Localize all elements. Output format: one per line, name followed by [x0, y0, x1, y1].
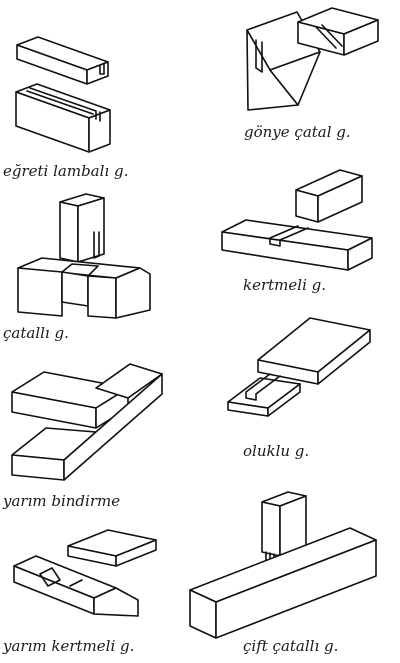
caption-catalli: çatallı g. — [3, 324, 69, 342]
caption-kertmeli: kertmeli g. — [243, 276, 326, 294]
catalli-drawing — [17, 193, 151, 319]
caption-cift-catalli: çift çatallı g. — [243, 637, 339, 655]
yarim-bindirme-drawing — [11, 363, 163, 481]
caption-gonye-catal: gönye çatal g. — [244, 123, 351, 141]
caption-yarim-kertmeli: yarım kertmeli g. — [3, 637, 135, 655]
egreti-lambali-drawing — [15, 36, 111, 153]
caption-oluklu: oluklu g. — [243, 442, 310, 460]
oluklu-drawing — [227, 317, 371, 417]
yarim-kertmeli-drawing — [13, 529, 157, 617]
cift-catalli-drawing — [189, 491, 377, 639]
kertmeli-drawing — [221, 169, 373, 271]
gonye-catal-drawing — [246, 7, 379, 111]
caption-egreti-lambali: eğreti lambalı g. — [3, 162, 129, 180]
caption-yarim-bindirme: yarım bindirme — [3, 492, 121, 510]
